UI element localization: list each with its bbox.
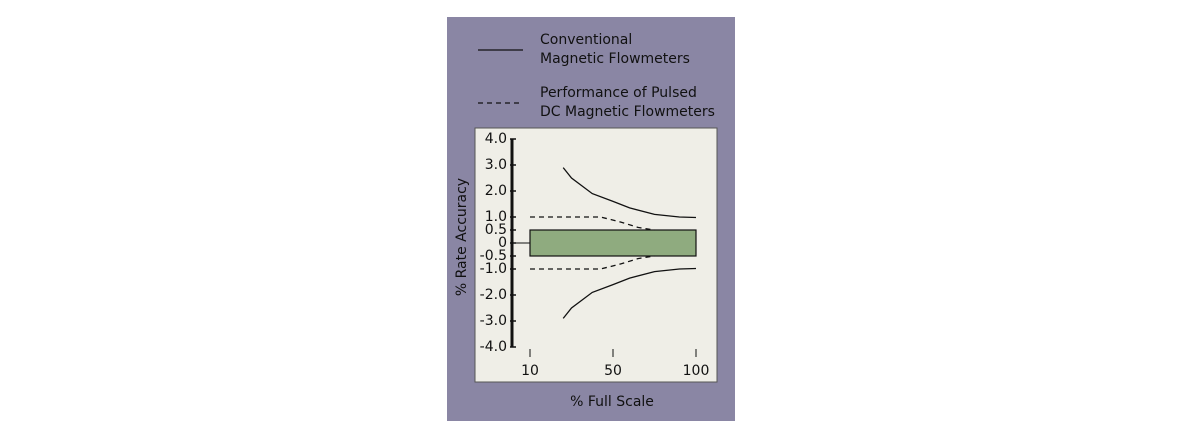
y-tick-label: -3.0 [480,313,507,329]
y-tick-label: 1.0 [485,209,507,225]
y-tick-label: 4.0 [485,131,507,147]
y-tick-label: -0.5 [480,248,507,264]
y-tick-label: 3.0 [485,157,507,173]
x-tick-label: 50 [604,363,622,379]
x-axis-label: % Full Scale [570,394,654,410]
legend-label: Performance of Pulsed DC Magnetic Flowme… [540,85,715,120]
y-tick-label: -1.0 [480,261,507,277]
y-tick-label: 2.0 [485,183,507,199]
y-axis-label: % Rate Accuracy [454,178,470,296]
band [529,229,697,257]
legend-label: Conventional Magnetic Flowmeters [540,32,690,67]
line-upper [530,216,655,231]
x-tick-label: 100 [683,363,710,379]
y-tick-label: 0 [498,235,507,251]
x-tick-label: 10 [521,363,539,379]
line-upper [562,167,697,219]
y-tick-label: -4.0 [480,339,507,355]
line-lower [530,255,655,270]
y-tick-label: -2.0 [480,287,507,303]
y-tick-label: 0.5 [485,222,507,238]
line-lower [562,267,697,319]
